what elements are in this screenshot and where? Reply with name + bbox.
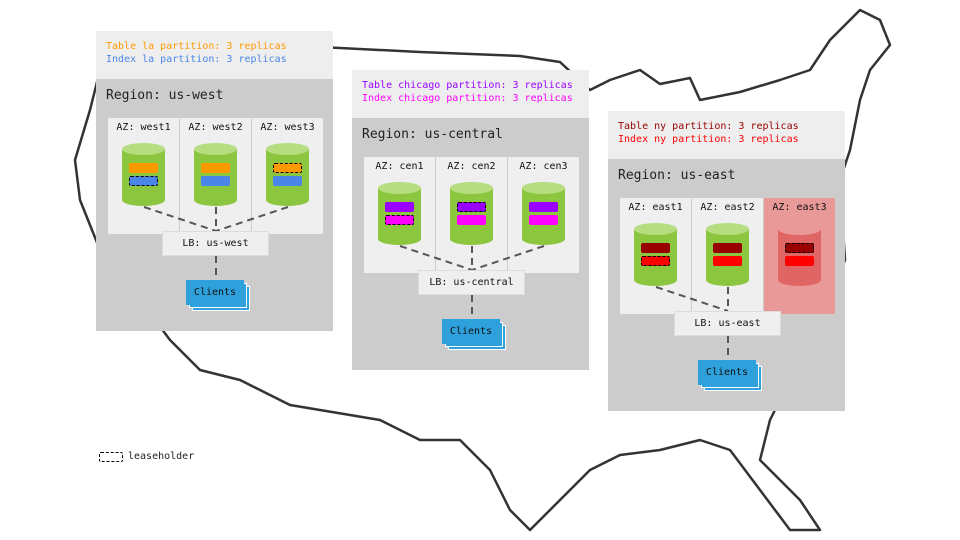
table-replica — [201, 163, 230, 173]
az-label: AZ: east3 — [772, 202, 827, 213]
database-node-icon — [194, 143, 237, 206]
index-replica — [529, 215, 558, 225]
az-label: AZ: cen1 — [375, 161, 424, 172]
index-replica — [273, 176, 302, 186]
availability-zone: AZ: east2 — [692, 198, 764, 314]
database-node-icon — [706, 223, 749, 286]
database-node-icon — [450, 182, 493, 245]
clients: Clients — [698, 360, 762, 391]
index-replica — [457, 215, 486, 225]
table-replica — [385, 202, 414, 212]
region-panel-us-central: Table chicago partition: 3 replicas Index… — [352, 70, 589, 370]
az-label: AZ: east1 — [628, 202, 683, 213]
partition-header: Table ny partition: 3 replicas Index ny p… — [608, 111, 845, 159]
database-node-icon — [266, 143, 309, 206]
availability-zone: AZ: west1 — [108, 118, 180, 234]
index-replica — [785, 256, 814, 266]
az-label: AZ: west2 — [188, 122, 243, 133]
clients-label: Clients — [186, 280, 244, 305]
index-replica — [385, 215, 414, 225]
availability-zone: AZ: cen3 — [508, 157, 580, 273]
availability-zone: AZ: east1 — [620, 198, 692, 314]
availability-zone: AZ: west3 — [252, 118, 324, 234]
availability-zone: AZ: west2 — [180, 118, 252, 234]
az-label: AZ: west3 — [260, 122, 315, 133]
table-replica — [785, 243, 814, 253]
legend: leaseholder — [99, 451, 194, 462]
clients: Clients — [442, 319, 506, 350]
leaseholder-legend-swatch — [99, 451, 123, 462]
availability-zone: AZ: east3 — [764, 198, 836, 314]
database-node-icon — [522, 182, 565, 245]
az-label: AZ: west1 — [116, 122, 171, 133]
clients: Clients — [186, 280, 250, 311]
az-label: AZ: east2 — [700, 202, 755, 213]
index-replica — [713, 256, 742, 266]
table-replica — [713, 243, 742, 253]
load-balancer: LB: us-central — [418, 270, 525, 295]
clients-label: Clients — [442, 319, 500, 344]
load-balancer: LB: us-east — [674, 311, 781, 336]
partition-line: Table la partition: 3 replicas — [106, 41, 287, 52]
region-title: Region: us-central — [362, 127, 503, 142]
region-panel-us-west: Table la partition: 3 replicas Index la p… — [96, 31, 333, 331]
legend-label: leaseholder — [128, 451, 195, 462]
clients-label: Clients — [698, 360, 756, 385]
partition-line: Index ny partition: 3 replicas — [618, 134, 799, 145]
load-balancer: LB: us-west — [162, 231, 269, 256]
index-replica — [201, 176, 230, 186]
index-replica — [129, 176, 158, 186]
table-replica — [529, 202, 558, 212]
partition-header: Table chicago partition: 3 replicas Index… — [352, 70, 589, 118]
partition-header: Table la partition: 3 replicas Index la p… — [96, 31, 333, 79]
partition-line: Table chicago partition: 3 replicas — [362, 80, 573, 91]
az-label: AZ: cen3 — [519, 161, 568, 172]
table-replica — [641, 243, 670, 253]
partition-line: Index la partition: 3 replicas — [106, 54, 287, 65]
index-replica — [641, 256, 670, 266]
region-title: Region: us-east — [618, 168, 736, 183]
availability-zone: AZ: cen2 — [436, 157, 508, 273]
database-node-icon — [778, 223, 821, 286]
table-replica — [457, 202, 486, 212]
region-title: Region: us-west — [106, 88, 224, 103]
table-replica — [129, 163, 158, 173]
partition-line: Index chicago partition: 3 replicas — [362, 93, 573, 104]
partition-line: Table ny partition: 3 replicas — [618, 121, 799, 132]
database-node-icon — [378, 182, 421, 245]
table-replica — [273, 163, 302, 173]
region-panel-us-east: Table ny partition: 3 replicas Index ny p… — [608, 111, 845, 411]
availability-zone: AZ: cen1 — [364, 157, 436, 273]
database-node-icon — [122, 143, 165, 206]
database-node-icon — [634, 223, 677, 286]
az-label: AZ: cen2 — [447, 161, 496, 172]
